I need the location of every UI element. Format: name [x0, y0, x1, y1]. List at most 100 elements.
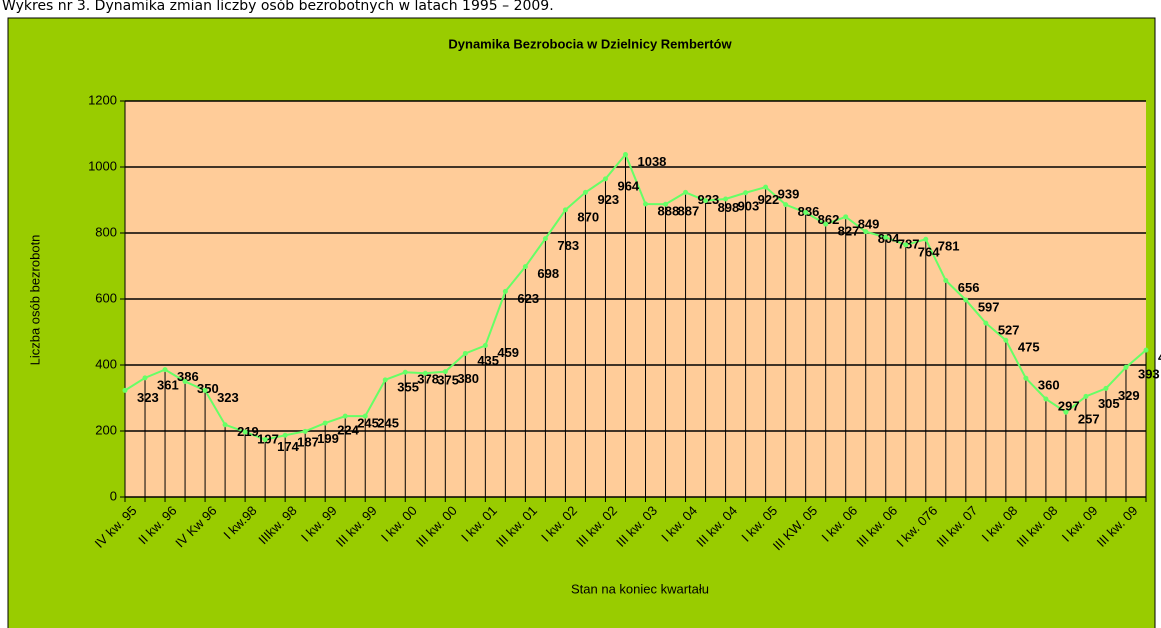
- series-line: [124, 152, 1147, 441]
- value-label: 923: [597, 192, 619, 207]
- point: [1063, 409, 1069, 415]
- point: [562, 207, 568, 213]
- value-label: 886: [798, 204, 820, 219]
- point: [382, 377, 388, 383]
- value-label: 827: [838, 224, 860, 239]
- point: [1083, 393, 1089, 399]
- value-label: 459: [497, 345, 519, 360]
- y-axis-title: Liczba osób bezrobotn: [27, 235, 42, 366]
- point: [923, 236, 929, 242]
- value-label: 375: [437, 373, 459, 388]
- value-label: 393: [1138, 367, 1160, 382]
- point: [703, 198, 709, 204]
- value-label: 922: [758, 192, 780, 207]
- y-tick-label: 200: [95, 422, 117, 437]
- value-label: 297: [1058, 398, 1080, 413]
- point: [1043, 396, 1049, 402]
- value-label: 435: [477, 353, 499, 368]
- point: [362, 413, 368, 419]
- value-label: 698: [537, 266, 559, 281]
- point: [602, 176, 608, 182]
- value-label: 378: [417, 372, 439, 387]
- value-label: 174: [277, 439, 299, 454]
- value-label: 903: [738, 198, 760, 213]
- value-label: 355: [397, 379, 419, 394]
- value-label: 862: [818, 212, 840, 227]
- y-tick-label: 1200: [88, 92, 117, 107]
- point: [903, 242, 909, 248]
- value-label: 323: [137, 390, 159, 405]
- point: [542, 236, 548, 242]
- point: [1123, 364, 1129, 370]
- point: [843, 214, 849, 220]
- y-tick-label: 600: [95, 290, 117, 305]
- value-label: 329: [1118, 388, 1140, 403]
- value-label: 849: [858, 216, 880, 231]
- value-label: 445: [1158, 350, 1161, 365]
- y-tick-label: 1000: [88, 158, 117, 173]
- value-label: 939: [778, 187, 800, 202]
- point: [1003, 337, 1009, 343]
- y-tick-label: 800: [95, 224, 117, 239]
- point: [983, 320, 989, 326]
- value-label: 199: [317, 431, 339, 446]
- value-label: 245: [377, 416, 399, 431]
- value-label: 804: [878, 231, 900, 246]
- value-label: 187: [297, 435, 319, 450]
- value-label: 360: [1038, 378, 1060, 393]
- value-label: 224: [337, 423, 359, 438]
- point: [582, 189, 588, 195]
- point: [643, 201, 649, 207]
- point: [943, 278, 949, 284]
- point: [723, 196, 729, 202]
- point: [783, 202, 789, 208]
- point: [683, 189, 689, 195]
- point: [622, 151, 628, 157]
- y-tick-label: 400: [95, 356, 117, 371]
- point: [422, 370, 428, 376]
- point: [182, 379, 188, 384]
- value-label: 475: [1018, 340, 1040, 355]
- value-label: 656: [958, 280, 980, 295]
- value-label: 787: [898, 237, 920, 252]
- point: [1023, 375, 1029, 381]
- point: [402, 369, 408, 375]
- point: [442, 369, 448, 375]
- value-label: 870: [577, 209, 599, 224]
- point: [342, 413, 348, 419]
- value-label: 257: [1078, 412, 1100, 427]
- value-label: 597: [978, 299, 1000, 314]
- point: [1143, 347, 1149, 353]
- point: [522, 264, 528, 270]
- point: [863, 229, 869, 235]
- value-label: 887: [678, 204, 700, 219]
- value-label: 781: [938, 239, 960, 254]
- point: [462, 350, 468, 356]
- point: [162, 367, 168, 373]
- point: [803, 210, 809, 216]
- value-label: 923: [698, 192, 720, 207]
- point: [963, 297, 969, 303]
- value-label: 898: [718, 200, 740, 215]
- point: [482, 343, 488, 349]
- point: [743, 190, 749, 196]
- value-label: 323: [217, 390, 239, 405]
- point: [142, 375, 148, 381]
- point: [1103, 385, 1109, 391]
- value-label: 197: [257, 431, 279, 446]
- value-label: 764: [918, 244, 940, 259]
- value-label: 1038: [637, 154, 666, 169]
- chart-title: Dynamika Bezrobocia w Dzielnicy Rembertó…: [448, 36, 732, 51]
- point: [202, 387, 208, 393]
- value-label: 783: [557, 238, 579, 253]
- point: [262, 437, 268, 443]
- point: [222, 422, 228, 428]
- value-label: 305: [1098, 396, 1120, 411]
- x-axis-title: Stan na koniec kwartału: [571, 581, 709, 596]
- point: [242, 429, 248, 435]
- point: [122, 387, 128, 393]
- value-label: 964: [617, 178, 639, 193]
- point: [763, 184, 769, 190]
